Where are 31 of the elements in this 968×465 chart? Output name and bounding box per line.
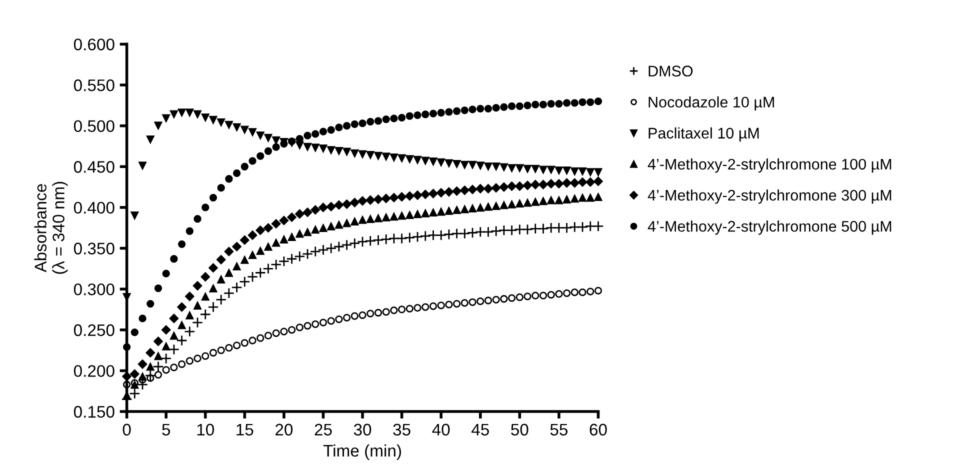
x-tick-label: 20: [276, 424, 293, 436]
x-tick-label: 10: [197, 424, 214, 436]
legend-label: Nocodazole 10 µM: [648, 96, 774, 111]
y-tick-label: 0.500: [74, 120, 114, 132]
y-tick-label: 0.200: [74, 365, 114, 377]
x-tick-label: 15: [236, 424, 254, 436]
y-tick-label: 0.400: [74, 202, 114, 214]
y-tick-label: 0.300: [74, 283, 114, 296]
x-tick-label: 45: [471, 424, 489, 436]
x-tick-label: 25: [314, 424, 332, 436]
legend-label: 4’-Methoxy-2-strylchromone 100 µM: [648, 158, 892, 173]
legend-label: 4’-Methoxy-2-strylchromone 500 µM: [648, 220, 892, 235]
y-tick-label: 0.550: [74, 79, 114, 92]
legend-label: 4’-Methoxy-2-strylchromone 300 µM: [648, 189, 892, 204]
y-tick-label: 0.350: [74, 242, 114, 254]
y-tick-label: 0.250: [74, 324, 114, 336]
x-tick-label: 30: [354, 424, 372, 436]
x-tick-label: 0: [122, 424, 131, 436]
x-tick-label: 5: [162, 424, 170, 436]
x-tick-label: 35: [393, 424, 410, 436]
x-tick-label: 60: [590, 424, 607, 436]
legend-label: Paclitaxel 10 µM: [648, 127, 759, 142]
y-axis-title: Absorbance (λ = 340 nm): [34, 182, 68, 274]
x-tick-label: 40: [432, 424, 450, 436]
x-tick-label: 55: [550, 424, 568, 436]
x-axis-title: Time (min): [323, 444, 401, 460]
x-tick-label: 50: [511, 424, 528, 436]
y-tick-label: 0.450: [74, 161, 114, 173]
y-tick-label: 0.600: [74, 38, 114, 50]
y-tick-label: 0.150: [74, 406, 114, 418]
legend-label: DMSO: [648, 66, 693, 76]
